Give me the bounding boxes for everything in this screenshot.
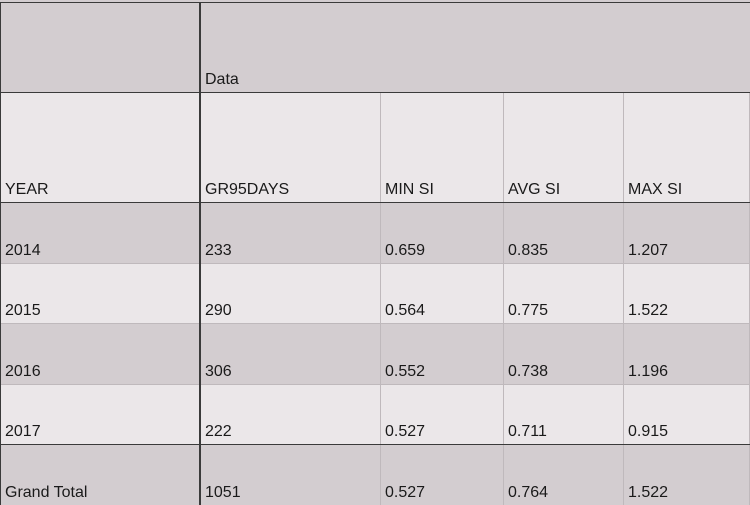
- table-cell[interactable]: 0.835: [503, 202, 623, 263]
- data-group-header[interactable]: Data: [200, 0, 750, 92]
- table-cell[interactable]: 0.659: [380, 202, 503, 263]
- cell-value: 290: [205, 302, 232, 319]
- row-label-2014[interactable]: 2014: [0, 202, 200, 263]
- cell-value: 0.552: [385, 363, 426, 380]
- column-header-label: AVG SI: [508, 181, 561, 198]
- column-header-label: YEAR: [5, 181, 49, 198]
- table-cell[interactable]: 1.207: [623, 202, 750, 263]
- table-cell[interactable]: 0.711: [503, 384, 623, 444]
- row-label-2017[interactable]: 2017: [0, 384, 200, 444]
- data-group-label: Data: [205, 71, 239, 88]
- cell-value: 1.522: [628, 302, 669, 319]
- cell-value: 0.527: [385, 484, 426, 501]
- grand-total-cell[interactable]: 1.522: [623, 444, 750, 505]
- grand-total-cell[interactable]: 1051: [200, 444, 380, 505]
- table-cell[interactable]: 0.527: [380, 384, 503, 444]
- cell-value: 306: [205, 363, 232, 380]
- table-cell[interactable]: 0.564: [380, 263, 503, 323]
- table-cell[interactable]: 290: [200, 263, 380, 323]
- column-header-label: MAX SI: [628, 181, 683, 198]
- row-label: 2017: [5, 423, 41, 440]
- cell-value: 0.564: [385, 302, 426, 319]
- cell-value: 1.196: [628, 363, 669, 380]
- grand-total-cell[interactable]: 0.527: [380, 444, 503, 505]
- grand-total-cell[interactable]: 0.764: [503, 444, 623, 505]
- cell-value: 0.835: [508, 242, 549, 259]
- cell-value: 0.659: [385, 242, 426, 259]
- row-label: 2014: [5, 242, 41, 259]
- table-cell[interactable]: 0.915: [623, 384, 750, 444]
- column-header-max-si[interactable]: MAX SI: [623, 92, 750, 202]
- column-header-min-si[interactable]: MIN SI: [380, 92, 503, 202]
- cell-value: 1.522: [628, 484, 669, 501]
- table-cell[interactable]: 306: [200, 323, 380, 384]
- column-header-year[interactable]: YEAR: [0, 92, 200, 202]
- cell-value: 1.207: [628, 242, 669, 259]
- table-cell[interactable]: 0.775: [503, 263, 623, 323]
- grand-total-label[interactable]: Grand Total: [0, 444, 200, 505]
- corner-cell: [0, 0, 200, 92]
- row-label-2015[interactable]: 2015: [0, 263, 200, 323]
- table-cell[interactable]: 0.738: [503, 323, 623, 384]
- column-header-avg-si[interactable]: AVG SI: [503, 92, 623, 202]
- table-cell[interactable]: 222: [200, 384, 380, 444]
- cell-value: 0.915: [628, 423, 669, 440]
- table-cell[interactable]: 1.196: [623, 323, 750, 384]
- column-header-label: MIN SI: [385, 181, 434, 198]
- row-label-2016[interactable]: 2016: [0, 323, 200, 384]
- table-cell[interactable]: 233: [200, 202, 380, 263]
- row-label: 2015: [5, 302, 41, 319]
- cell-value: 233: [205, 242, 232, 259]
- cell-value: 1051: [205, 484, 241, 501]
- row-label: Grand Total: [5, 484, 88, 501]
- cell-value: 0.527: [385, 423, 426, 440]
- cell-value: 222: [205, 423, 232, 440]
- row-label: 2016: [5, 363, 41, 380]
- cell-value: 0.711: [508, 423, 547, 440]
- cell-value: 0.775: [508, 302, 549, 319]
- table-cell[interactable]: 0.552: [380, 323, 503, 384]
- cell-value: 0.764: [508, 484, 549, 501]
- cell-value: 0.738: [508, 363, 549, 380]
- column-header-label: GR95DAYS: [205, 181, 290, 198]
- table-cell[interactable]: 1.522: [623, 263, 750, 323]
- column-header-gr95days[interactable]: GR95DAYS: [200, 92, 380, 202]
